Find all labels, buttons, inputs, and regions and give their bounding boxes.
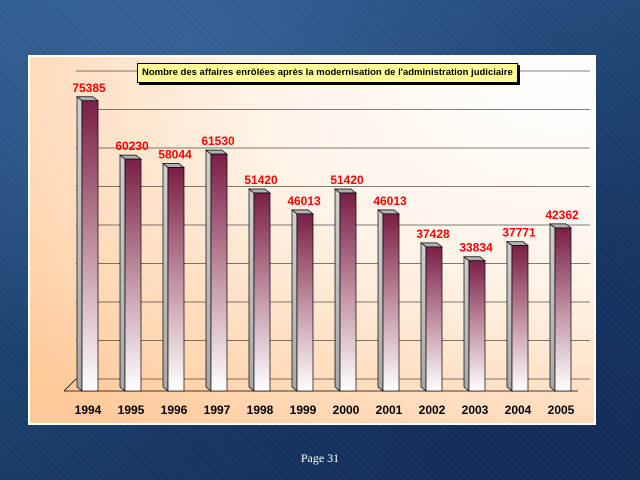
bar-chart: 75385 60230 58044 61530 51420 46013 51420 46013… — [30, 57, 594, 423]
value-label: 37428 — [416, 227, 450, 241]
x-tick-label: 1998 — [247, 403, 274, 417]
bar-side — [248, 188, 255, 392]
bar-side — [377, 209, 384, 392]
bar-side — [334, 188, 341, 392]
bar-front — [124, 158, 142, 392]
bar-front — [468, 260, 486, 392]
bar-front — [554, 227, 572, 392]
bar-side — [162, 162, 169, 392]
bar-front — [167, 167, 185, 392]
x-tick-label: 1995 — [118, 403, 145, 417]
bar-front — [382, 213, 400, 392]
value-labels: 75385 60230 58044 61530 51420 46013 51420 46013… — [72, 81, 579, 255]
x-tick-label: 2001 — [376, 403, 403, 417]
bar-1995 — [119, 154, 142, 392]
bar-side — [119, 154, 126, 392]
bar-1998 — [248, 188, 271, 392]
value-label: 33834 — [459, 241, 493, 255]
bar-2000 — [334, 188, 357, 392]
bar-1997 — [205, 149, 228, 392]
bar-front — [210, 153, 228, 392]
bar-1999 — [291, 209, 314, 392]
bar-front — [296, 213, 314, 392]
x-tick-label: 2000 — [333, 403, 360, 417]
value-label: 75385 — [72, 81, 106, 95]
bar-front — [339, 192, 357, 392]
bar-side — [205, 149, 212, 392]
bar-side — [76, 96, 83, 392]
value-label: 46013 — [373, 194, 407, 208]
x-tick-label: 1994 — [75, 403, 102, 417]
bar-2001 — [377, 209, 400, 392]
x-tick-label: 1997 — [204, 403, 231, 417]
bars — [76, 96, 572, 392]
x-tick-labels: 1994 1995 1996 1997 1998 1999 2000 2001 2002 2003… — [75, 403, 575, 417]
value-label: 37771 — [502, 226, 536, 240]
bar-2004 — [506, 240, 529, 392]
bar-side — [420, 242, 427, 392]
floor-edge — [63, 378, 77, 392]
value-label: 51420 — [244, 173, 278, 187]
bar-1996 — [162, 162, 185, 392]
value-label: 51420 — [330, 173, 364, 187]
x-tick-label: 1996 — [161, 403, 188, 417]
bar-front — [81, 100, 99, 392]
value-label: 61530 — [201, 134, 235, 148]
x-tick-label: 2002 — [419, 403, 446, 417]
bar-side — [506, 240, 513, 392]
x-tick-label: 2003 — [462, 403, 489, 417]
bar-side — [463, 256, 470, 392]
bar-2005 — [549, 223, 572, 392]
bar-front — [425, 246, 443, 392]
chart-title: Nombre des affaires enrôlées après la mo… — [137, 63, 518, 83]
bar-2002 — [420, 242, 443, 392]
page-number: Page 31 — [300, 451, 340, 465]
bar-side — [291, 209, 298, 392]
bar-front — [253, 192, 271, 392]
value-label: 42362 — [545, 208, 579, 222]
value-label: 46013 — [287, 194, 321, 208]
bar-2003 — [463, 256, 486, 392]
x-tick-label: 1999 — [290, 403, 317, 417]
x-tick-label: 2004 — [505, 403, 532, 417]
value-label: 60230 — [115, 139, 149, 153]
chart-frame: 75385 60230 58044 61530 51420 46013 51420 46013… — [28, 55, 596, 425]
bar-1994 — [76, 96, 99, 392]
bar-front — [511, 245, 529, 392]
bar-side — [549, 223, 556, 392]
value-label: 58044 — [158, 148, 192, 162]
x-tick-label: 2005 — [548, 403, 575, 417]
